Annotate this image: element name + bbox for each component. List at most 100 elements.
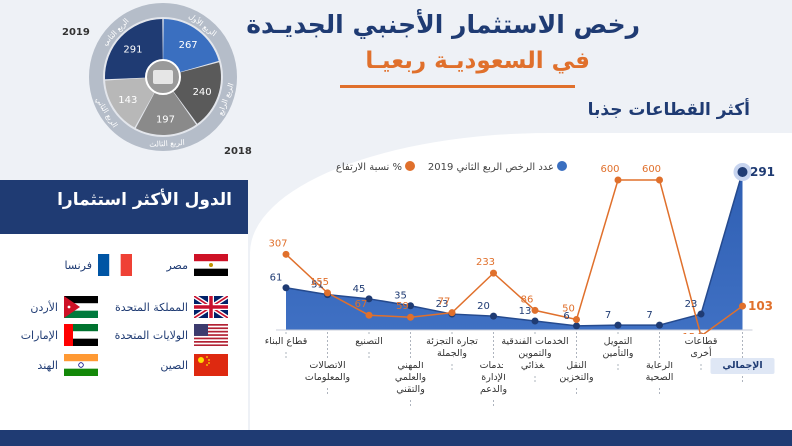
category-label: قطاع البناء — [265, 336, 308, 347]
bottom-bar — [0, 430, 792, 446]
count-value-label: 23 — [436, 299, 449, 310]
year-2018-label: 2018 — [224, 146, 252, 157]
category-label: والتأمين — [602, 346, 633, 359]
egypt-flag-icon — [194, 254, 228, 276]
category-label: النقل — [566, 360, 586, 371]
percent-point — [656, 176, 663, 184]
category-label-box — [337, 334, 401, 350]
category-label-box — [420, 334, 484, 362]
country-france: فرنسا — [64, 259, 92, 272]
uk-flag-icon — [194, 296, 228, 318]
category-label: أخرى — [690, 346, 712, 359]
category-label: والمعلومات — [305, 372, 350, 383]
sectors-line-chart: عدد الرخص الربع الثاني 2019 نسبة الارتفاع… — [254, 161, 775, 406]
usa-flag-icon — [194, 324, 228, 346]
count-point — [490, 312, 497, 320]
percent-point — [531, 306, 539, 314]
count-point — [531, 317, 539, 325]
category-label: الاتصالات — [309, 360, 345, 371]
country-usa: الولايات المتحدة — [114, 329, 188, 342]
count-point — [656, 321, 663, 329]
count-value-label: 20 — [477, 301, 490, 312]
category-label: والتخزين — [559, 372, 593, 383]
percent-point — [739, 302, 746, 310]
count-point — [697, 310, 705, 318]
category-label: والدعم — [480, 384, 507, 395]
category-label: تجارة التجزئة — [426, 336, 478, 347]
percent-value-label: 600 — [600, 164, 619, 175]
count-value-label: 13 — [519, 306, 532, 317]
category-label: والعلمي — [395, 372, 426, 383]
count-point — [282, 284, 290, 292]
percent-value-label: 50 — [562, 304, 575, 315]
count-line — [285, 171, 744, 327]
france-flag-icon — [98, 254, 132, 276]
china-flag-icon — [194, 354, 228, 376]
category-label: خدمات — [480, 360, 508, 371]
percent-point — [324, 289, 331, 297]
percent-point — [573, 316, 580, 324]
title-underline — [340, 85, 575, 88]
country-china: الصين — [160, 359, 188, 372]
percent-line — [285, 179, 743, 338]
percent-value-label: 59 — [396, 301, 409, 312]
donut-value: 143 — [118, 95, 137, 106]
count-point — [614, 321, 622, 329]
percent-point — [614, 176, 622, 184]
donut-value: 240 — [193, 87, 212, 98]
donut-quarter-label: الربع الثالث — [149, 138, 185, 149]
percent-point — [365, 311, 373, 319]
count-point — [573, 322, 580, 330]
page-subtitle: في السعوديـة ربعيـا — [365, 48, 590, 74]
country-jordan: الأردن — [30, 301, 58, 314]
percent-value-label: 67 — [355, 299, 368, 310]
country-uk: المملكة المتحدة — [115, 301, 188, 314]
category-label-box — [586, 334, 650, 362]
percent-point — [282, 250, 290, 258]
percent-value-label: 103 — [748, 299, 773, 313]
percent-point — [407, 313, 414, 321]
category-label: المهني — [397, 360, 423, 371]
cash-icon — [153, 70, 173, 84]
category-label: الرعاية — [646, 360, 673, 371]
donut-segment — [105, 78, 155, 128]
country-egypt: مصر — [166, 259, 188, 272]
category-label-box — [627, 358, 692, 386]
percent-point — [448, 309, 456, 317]
category-label-box — [544, 358, 609, 386]
category-label: والتقني — [396, 384, 425, 395]
category-label: قطاعات — [685, 336, 718, 347]
count-point — [407, 302, 414, 310]
category-label-box — [710, 358, 775, 374]
donut-value: 197 — [156, 114, 175, 125]
percent-value-label: 86 — [521, 294, 534, 305]
category-label: الصحية — [646, 372, 674, 383]
category-label: والتموين — [518, 348, 551, 359]
percent-point — [490, 269, 497, 277]
country-uae: الإمارات — [20, 329, 58, 342]
count-value-label: 61 — [270, 273, 283, 284]
category-label: والجملة — [437, 348, 467, 359]
country-india: الهند — [37, 359, 58, 372]
legend-count-label: عدد الرخص الربع الثاني 2019 — [428, 162, 554, 173]
category-label: التمويل — [604, 336, 633, 347]
count-value-label: 23 — [685, 299, 698, 310]
donut-label-band — [89, 3, 237, 151]
category-label: الإجمالي — [722, 360, 762, 371]
chart-title: أكثر القطاعات جذبا — [587, 100, 750, 120]
category-label: الغذائي — [521, 360, 549, 371]
donut-value: 267 — [179, 40, 198, 51]
percent-value-label: 155 — [310, 277, 329, 288]
india-flag-icon — [64, 354, 98, 376]
category-label: الإدارة — [481, 372, 506, 383]
percent-value-label: 233 — [476, 257, 495, 268]
legend-percent-marker — [405, 161, 415, 171]
count-point — [365, 295, 373, 303]
legend-percent-label: نسبة الارتفاع % — [336, 162, 402, 173]
category-label-box — [669, 334, 733, 362]
percent-value-label: 600 — [642, 164, 661, 175]
donut-segment — [173, 62, 221, 124]
page-title: رخص الاستثمار الأجنبي الجديـدة — [246, 10, 640, 39]
